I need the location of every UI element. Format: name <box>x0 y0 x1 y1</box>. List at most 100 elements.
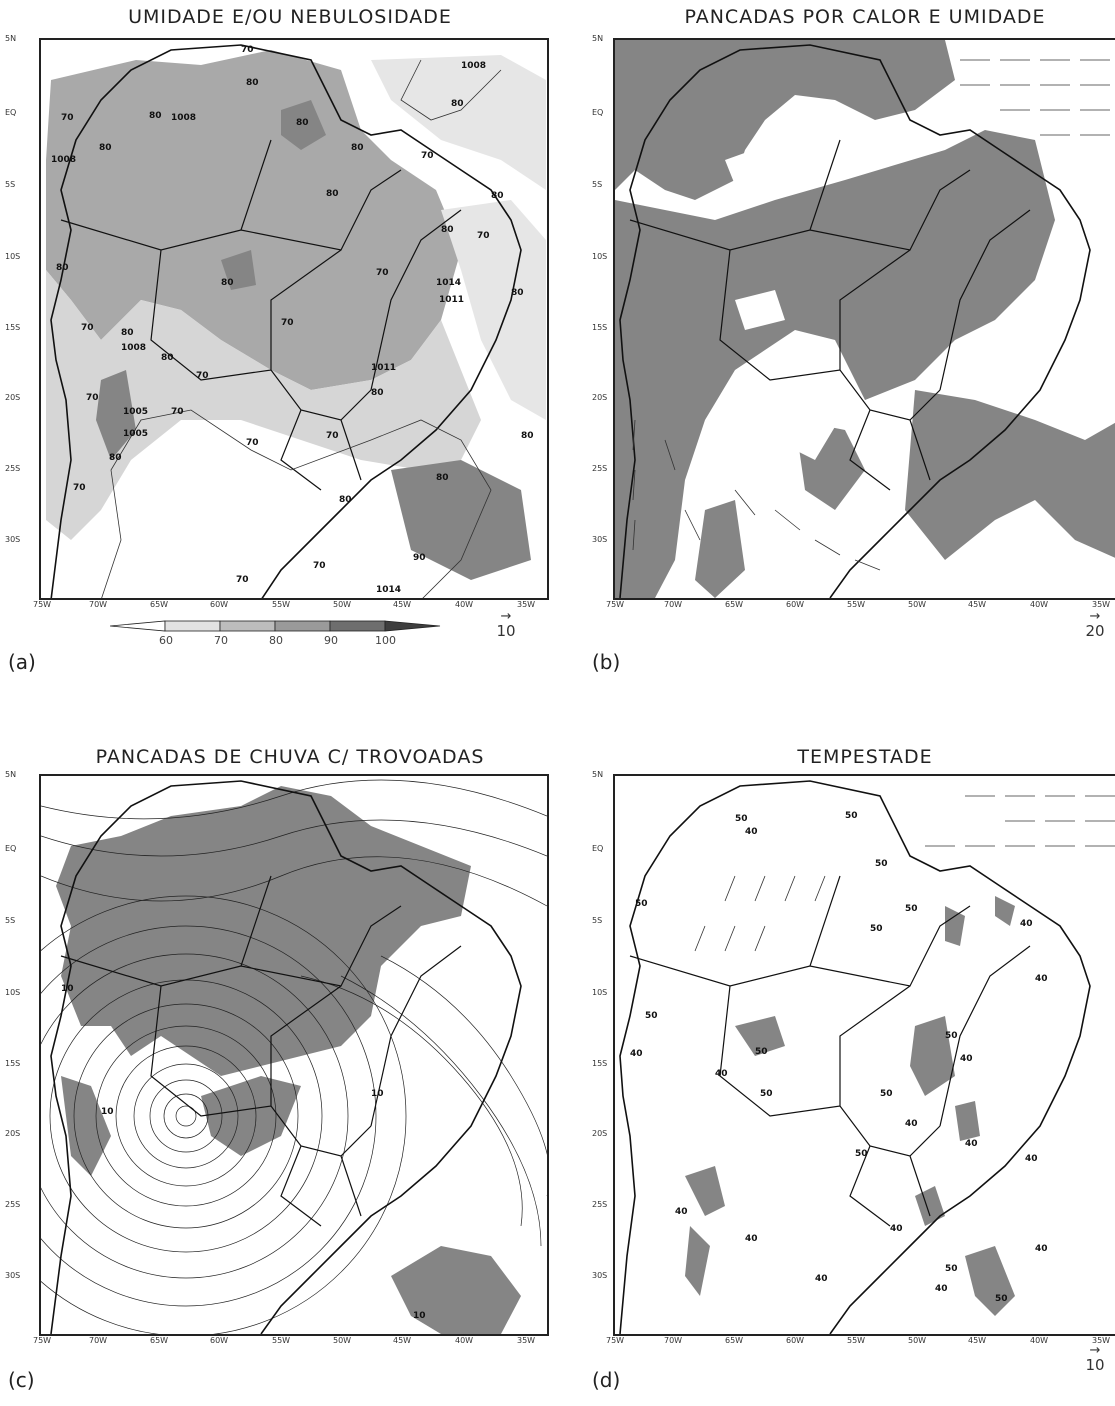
lat-label: 25S <box>592 1200 608 1209</box>
arrow-right-icon: → <box>500 609 512 624</box>
panel-title: UMIDADE E/OU NEBULOSIDADE <box>128 6 452 28</box>
contour-label: 90 <box>413 553 426 563</box>
contour-label: 40 <box>1020 919 1033 929</box>
map-frame: 40 50 50 50 50 40 50 50 40 50 50 50 40 5… <box>613 774 1115 1336</box>
clear-area <box>725 135 845 460</box>
contour-label: 40 <box>675 1207 688 1217</box>
lon-label: 60W <box>210 600 229 609</box>
colorbar-segment <box>384 620 441 632</box>
contour-label: 80 <box>441 225 454 235</box>
lat-label: 25S <box>5 464 21 473</box>
contour-label: 50 <box>855 1149 868 1159</box>
contour-label: 50 <box>870 924 883 934</box>
humidity-shade-70 <box>46 270 481 540</box>
contour-label: 50 <box>995 1294 1008 1304</box>
lon-label: 75W <box>606 600 625 609</box>
contour-label: 1008 <box>171 113 196 123</box>
lon-label: 45W <box>968 600 987 609</box>
lat-label: 5N <box>5 770 17 779</box>
lon-label: 55W <box>272 600 291 609</box>
contour-label: 70 <box>326 431 339 441</box>
lat-label: 5N <box>592 34 604 43</box>
contour-label: 80 <box>326 189 339 199</box>
contour-label: 40 <box>1025 1154 1038 1164</box>
contour-label: 80 <box>339 495 352 505</box>
lat-label: 5S <box>592 916 603 925</box>
lat-label: EQ <box>5 108 17 117</box>
lon-label: 50W <box>908 600 927 609</box>
contour-label: 70 <box>246 438 259 448</box>
contour-label: 70 <box>477 231 490 241</box>
colorbar-segment <box>219 620 276 632</box>
vector-reference-value: 20 <box>1085 622 1105 640</box>
panel-title: TEMPESTADE <box>797 746 933 768</box>
contour-label: 50 <box>760 1089 773 1099</box>
lon-label: 65W <box>725 600 744 609</box>
contour-label: 70 <box>376 268 389 278</box>
contour-label: 40 <box>815 1274 828 1284</box>
lon-label: 60W <box>786 1336 805 1345</box>
lon-label: 40W <box>455 1336 474 1345</box>
shower-shade <box>615 130 1055 598</box>
lon-label: 70W <box>89 600 108 609</box>
colorbar-tick: 100 <box>375 634 396 647</box>
contour-label: 70 <box>196 371 209 381</box>
lat-label: 10S <box>592 988 608 997</box>
contour-label: 70 <box>313 561 326 571</box>
lon-label: 70W <box>664 600 683 609</box>
lon-label: 75W <box>33 600 52 609</box>
lat-label: 5N <box>592 770 604 779</box>
contour-label: 70 <box>81 323 94 333</box>
cape-shade <box>685 896 1015 1316</box>
lon-label: 75W <box>606 1336 625 1345</box>
lon-label: 55W <box>847 600 866 609</box>
wind-barbs <box>632 59 1110 571</box>
lon-label: 60W <box>210 1336 229 1345</box>
colorbar-segment <box>110 620 166 632</box>
storm-shade <box>61 1076 301 1176</box>
contour-label: 70 <box>171 407 184 417</box>
lat-label: 25S <box>5 1200 21 1209</box>
contour-label: 40 <box>1035 1244 1048 1254</box>
lat-label: 10S <box>5 988 21 997</box>
coastline <box>619 44 1091 598</box>
storm-shade <box>56 786 471 1076</box>
lat-label: 25S <box>592 464 608 473</box>
contour-label: 70 <box>61 113 74 123</box>
contour-label: 50 <box>945 1264 958 1274</box>
contour-label: 70 <box>281 318 294 328</box>
vector-reference-value: 10 <box>1085 1356 1105 1374</box>
contour-label: 80 <box>109 453 122 463</box>
panel-c: PANCADAS DE CHUVA C/ TROVOADAS 10 10 10 … <box>5 740 550 1406</box>
humidity-shade-light-east <box>371 55 546 420</box>
coastline <box>50 780 522 1334</box>
panel-b: PANCADAS POR CALOR E UMIDADE 5N EQ 5S 10… <box>592 0 1115 690</box>
contour-label: 80 <box>511 288 524 298</box>
contour-label: 80 <box>296 118 309 128</box>
contour-label: 50 <box>945 1031 958 1041</box>
lon-label: 55W <box>847 1336 866 1345</box>
lon-label: 50W <box>908 1336 927 1345</box>
contour-label: 10 <box>413 1311 426 1321</box>
vector-reference: → 20 <box>1080 610 1110 640</box>
contour-label: 40 <box>905 1119 918 1129</box>
colorbar-tick: 80 <box>269 634 283 647</box>
contour-label: 40 <box>630 1049 643 1059</box>
contour-label: 40 <box>965 1139 978 1149</box>
lat-label: 20S <box>5 393 21 402</box>
map-frame: 10 10 10 10 <box>39 774 549 1336</box>
colorbar: 60 70 80 90 100 <box>110 620 441 647</box>
contour-label: 50 <box>755 1047 768 1057</box>
map-canvas: 70 80 1008 80 70 1008 80 1008 80 80 70 8… <box>46 44 546 598</box>
lat-label: 10S <box>5 252 21 261</box>
contour-label: 40 <box>935 1284 948 1294</box>
contour-label: 40 <box>745 1234 758 1244</box>
shower-shade <box>615 40 955 200</box>
coastline <box>619 780 1091 1334</box>
panel-d: TEMPESTADE 40 50 50 50 50 40 50 50 40 50… <box>592 740 1115 1406</box>
lon-label: 55W <box>272 1336 291 1345</box>
panel-title: PANCADAS POR CALOR E UMIDADE <box>684 6 1046 28</box>
contour-label: 40 <box>715 1069 728 1079</box>
panel-letter: (b) <box>592 650 621 674</box>
lon-label: 60W <box>786 600 805 609</box>
